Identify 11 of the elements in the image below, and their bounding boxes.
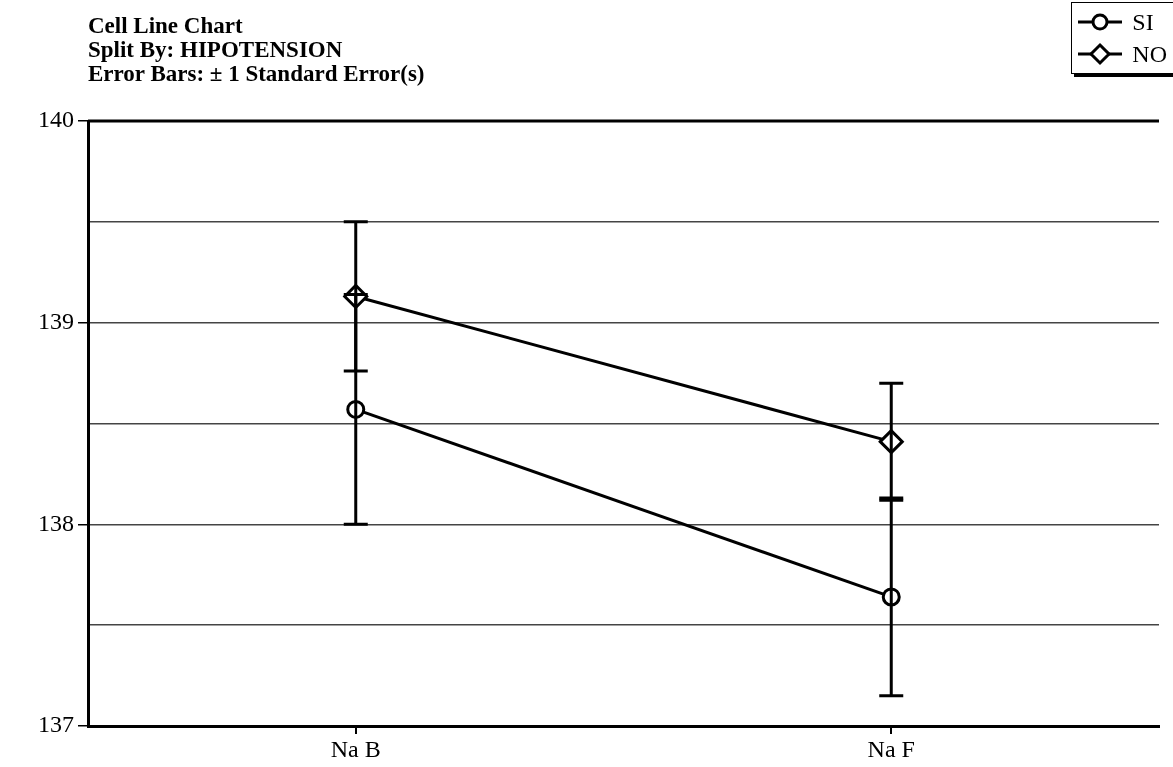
x-tick-label: Na B: [330, 735, 381, 762]
y-tick-label: 138: [38, 509, 74, 536]
y-tick-label: 137: [38, 711, 74, 738]
text: Error Bars: ± 1 Standard Error(s): [88, 61, 425, 86]
y-tick-label: 140: [38, 106, 74, 133]
legend-label: SI: [1132, 8, 1154, 36]
legend-label: NO: [1132, 40, 1167, 68]
chart-title: Cell Line Chart: [88, 13, 244, 38]
x-tick-label: Na F: [867, 735, 915, 762]
y-tick-label: 139: [38, 307, 74, 334]
chart-subtitle: Split By: HIPOTENSION: [88, 37, 344, 62]
